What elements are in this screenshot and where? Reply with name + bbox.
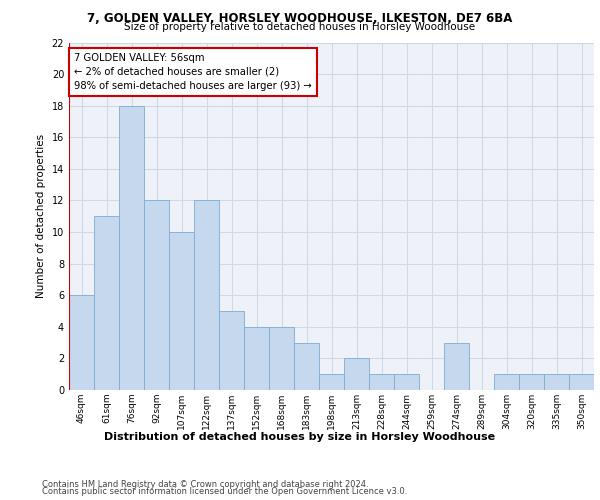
Bar bbox=[544, 374, 569, 390]
Bar bbox=[319, 374, 344, 390]
Y-axis label: Number of detached properties: Number of detached properties bbox=[36, 134, 46, 298]
Bar bbox=[444, 342, 469, 390]
Bar bbox=[219, 311, 244, 390]
Text: Distribution of detached houses by size in Horsley Woodhouse: Distribution of detached houses by size … bbox=[104, 432, 496, 442]
Bar bbox=[94, 216, 119, 390]
Bar bbox=[144, 200, 169, 390]
Bar bbox=[494, 374, 519, 390]
Bar bbox=[569, 374, 594, 390]
Bar bbox=[344, 358, 369, 390]
Text: Size of property relative to detached houses in Horsley Woodhouse: Size of property relative to detached ho… bbox=[124, 22, 476, 32]
Bar bbox=[369, 374, 394, 390]
Bar bbox=[194, 200, 219, 390]
Text: 7 GOLDEN VALLEY: 56sqm
← 2% of detached houses are smaller (2)
98% of semi-detac: 7 GOLDEN VALLEY: 56sqm ← 2% of detached … bbox=[74, 53, 312, 91]
Bar bbox=[69, 295, 94, 390]
Bar bbox=[244, 327, 269, 390]
Bar bbox=[269, 327, 294, 390]
Text: Contains public sector information licensed under the Open Government Licence v3: Contains public sector information licen… bbox=[42, 488, 407, 496]
Text: Contains HM Land Registry data © Crown copyright and database right 2024.: Contains HM Land Registry data © Crown c… bbox=[42, 480, 368, 489]
Text: 7, GOLDEN VALLEY, HORSLEY WOODHOUSE, ILKESTON, DE7 6BA: 7, GOLDEN VALLEY, HORSLEY WOODHOUSE, ILK… bbox=[88, 12, 512, 26]
Bar bbox=[294, 342, 319, 390]
Bar bbox=[394, 374, 419, 390]
Bar bbox=[119, 106, 144, 390]
Bar bbox=[169, 232, 194, 390]
Bar bbox=[519, 374, 544, 390]
